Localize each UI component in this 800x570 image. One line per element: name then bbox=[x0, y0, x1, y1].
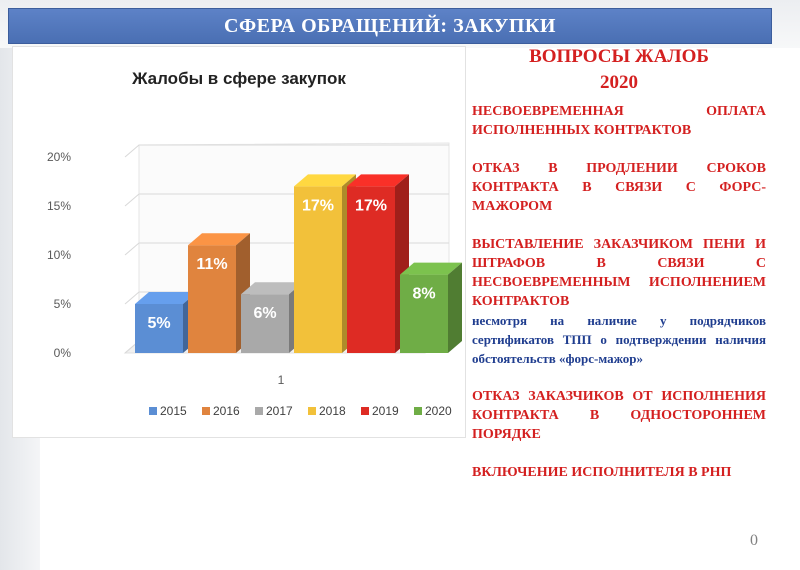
bar-2016 bbox=[188, 245, 236, 353]
bar-top-2016 bbox=[188, 233, 250, 246]
complaints-chart: Жалобы в сфере закупок 0% 5% 10% 15% 20% 5% 11%… bbox=[47, 69, 462, 418]
bar-top-2020 bbox=[400, 262, 462, 275]
bar-2015 bbox=[135, 304, 183, 353]
bar-top-2017 bbox=[241, 282, 303, 295]
chart-card: Жалобы в сфере закупок 0% 5% 10% 15% 20% 5% 11%… bbox=[12, 46, 466, 438]
legend-label-2017: 2017 bbox=[266, 404, 293, 418]
question-item-3-note: несмотря на наличие у подрядчиков сертиф… bbox=[472, 313, 766, 366]
data-label-2015: 5% bbox=[147, 315, 170, 332]
bar-2019 bbox=[347, 186, 395, 353]
legend-swatch-2015 bbox=[149, 407, 157, 415]
page-title: СФЕРА ОБРАЩЕНИЙ: ЗАКУПКИ bbox=[224, 15, 556, 37]
bar-side-2020 bbox=[448, 262, 462, 353]
legend-swatch-2019 bbox=[361, 407, 369, 415]
data-label-2020: 8% bbox=[412, 286, 435, 303]
y-tick-label: 5% bbox=[54, 297, 72, 311]
y-tick-label: 15% bbox=[47, 199, 71, 213]
legend-label-2015: 2015 bbox=[160, 404, 187, 418]
bar-top-2018 bbox=[294, 174, 356, 187]
bar-2017 bbox=[241, 294, 289, 353]
legend-swatch-2016 bbox=[202, 407, 210, 415]
question-item-5: ВКЛЮЧЕНИЕ ИСПОЛНИТЕЛЯ В РНП bbox=[472, 465, 732, 480]
y-tick-label: 0% bbox=[54, 346, 72, 360]
complaint-questions-panel: ВОПРОСЫ ЖАЛОБ 2020 НЕСВОЕВРЕМЕННАЯ ОПЛАТ… bbox=[472, 44, 766, 482]
questions-title-year: 2020 bbox=[600, 72, 638, 93]
data-label-2016: 11% bbox=[196, 256, 227, 273]
legend-label-2016: 2016 bbox=[213, 404, 240, 418]
question-item-3: ВЫСТАВЛЕНИЕ ЗАКАЗЧИКОМ ПЕНИ И ШТРАФОВ В … bbox=[472, 237, 766, 309]
gridline bbox=[124, 144, 449, 158]
legend-swatch-2020 bbox=[414, 407, 422, 415]
legend-label-2018: 2018 bbox=[319, 404, 346, 418]
x-category-label: 1 bbox=[278, 373, 285, 387]
legend-label-2019: 2019 bbox=[372, 404, 399, 418]
data-label-2018: 17% bbox=[302, 197, 334, 214]
data-label-2019: 17% bbox=[355, 197, 387, 214]
questions-title-line1: ВОПРОСЫ ЖАЛОБ bbox=[529, 46, 709, 67]
question-item-2: ОТКАЗ В ПРОДЛЕНИИ СРОКОВ КОНТРАКТА В СВЯ… bbox=[472, 161, 766, 214]
chart-title: Жалобы в сфере закупок bbox=[131, 69, 346, 88]
y-tick-label: 10% bbox=[47, 248, 71, 262]
bar-top-2019 bbox=[347, 174, 409, 187]
legend-swatch-2018 bbox=[308, 407, 316, 415]
y-tick-label: 20% bbox=[47, 150, 71, 164]
data-label-2017: 6% bbox=[253, 305, 276, 322]
legend-label-2020: 2020 bbox=[425, 404, 452, 418]
question-item-4: ОТКАЗ ЗАКАЗЧИКОВ ОТ ИСПОЛНЕНИЯ КОНТРАКТА… bbox=[472, 389, 766, 442]
legend-swatch-2017 bbox=[255, 407, 263, 415]
page-number: 0 bbox=[750, 532, 758, 549]
question-item-1: НЕСВОЕВРЕМЕННАЯ ОПЛАТА ИСПОЛНЕННЫХ КОНТР… bbox=[472, 104, 766, 138]
bar-2018 bbox=[294, 186, 342, 353]
page-title-banner: СФЕРА ОБРАЩЕНИЙ: ЗАКУПКИ bbox=[8, 8, 772, 44]
bar-2020 bbox=[400, 274, 448, 353]
bar-top-2015 bbox=[135, 292, 197, 304]
